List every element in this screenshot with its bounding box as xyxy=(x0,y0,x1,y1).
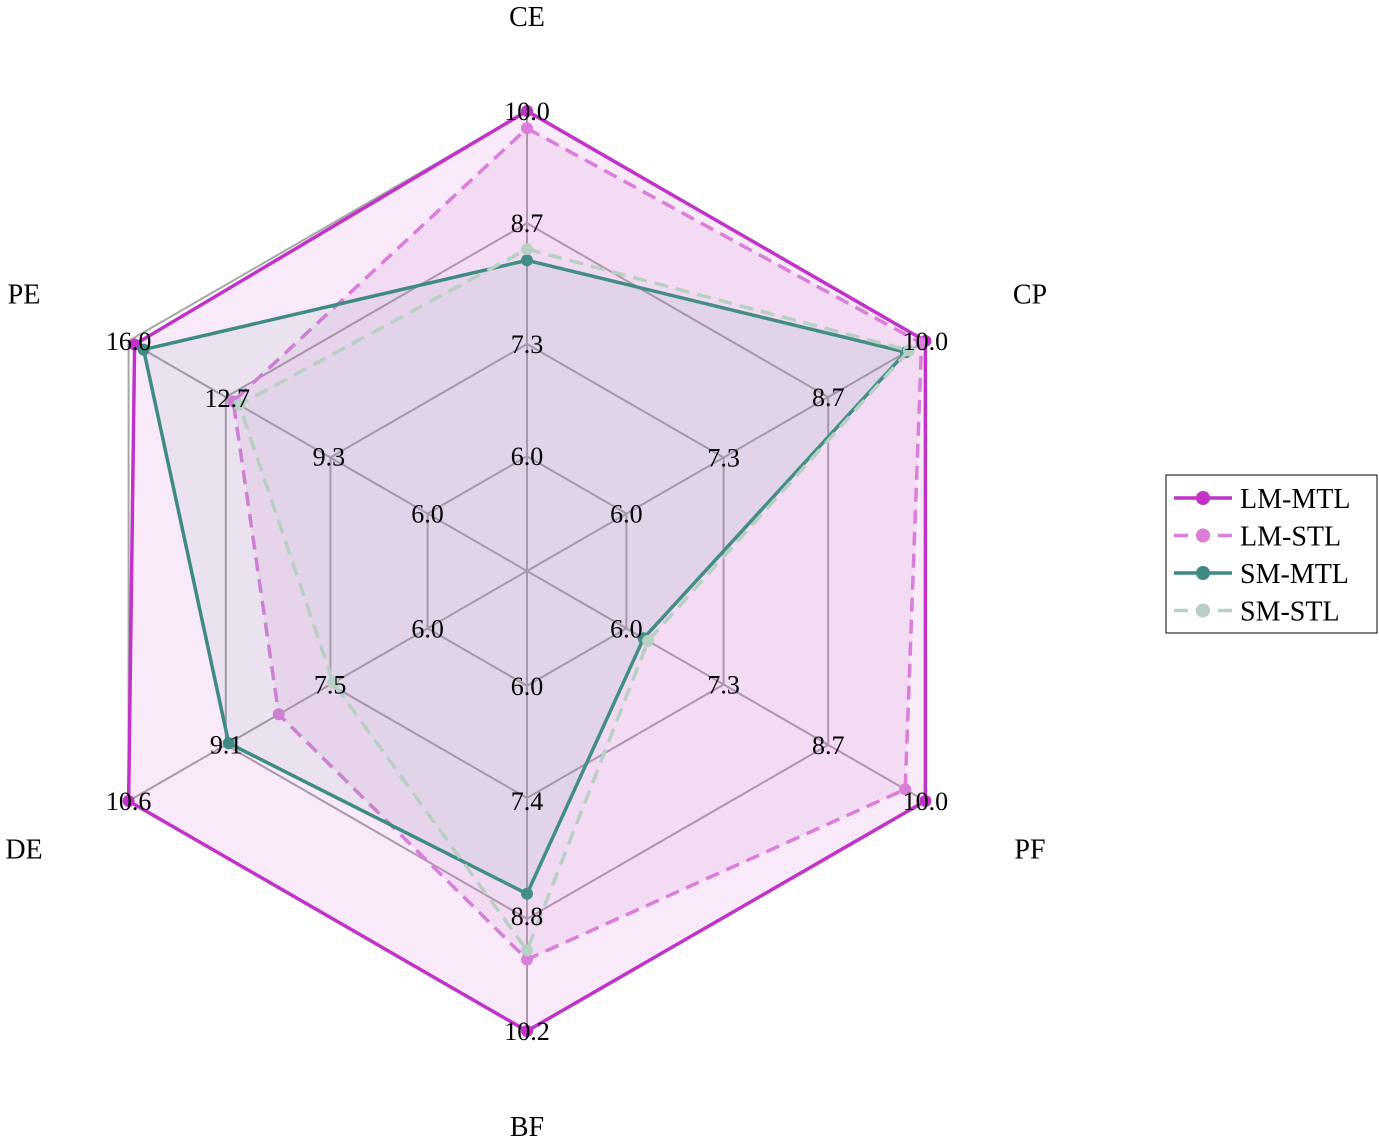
legend-label: SM-STL xyxy=(1240,597,1340,628)
data-point-sm-mtl-de xyxy=(222,737,235,750)
tick-label-ce: 8.7 xyxy=(511,209,544,238)
series-fill-sm-mtl xyxy=(143,260,906,894)
tick-label-ce: 7.3 xyxy=(511,330,544,359)
data-point-sm-stl-de xyxy=(327,676,340,689)
series-lm-stl xyxy=(227,122,928,966)
tick-label-pf: 8.7 xyxy=(812,731,845,760)
tick-label-pf: 10.0 xyxy=(903,787,949,816)
tick-label-cp: 10.0 xyxy=(903,327,949,356)
axis-spoke-cp xyxy=(526,340,926,572)
legend-label: SM-MTL xyxy=(1240,559,1349,590)
legend-label: LM-MTL xyxy=(1240,484,1350,515)
tick-label-pe: 6.0 xyxy=(411,500,444,529)
data-point-lm-stl-de xyxy=(272,708,285,721)
tick-label-de: 9.1 xyxy=(210,731,243,760)
data-point-sm-stl-pf xyxy=(642,634,655,647)
legend-swatch-marker xyxy=(1196,528,1210,543)
tick-label-de: 6.0 xyxy=(411,614,444,643)
data-point-sm-stl-bf xyxy=(521,944,533,957)
axis-title-cp: CP xyxy=(1013,280,1047,311)
axis-title-pe: PE xyxy=(8,280,41,311)
tick-label-cp: 7.3 xyxy=(707,444,740,473)
series-fill-lm-stl xyxy=(233,128,922,960)
tick-label-bf: 8.8 xyxy=(511,902,544,931)
legend-item-sm-mtl: SM-MTL xyxy=(1174,559,1349,590)
data-point-sm-mtl-ce xyxy=(521,254,533,267)
tick-labels: 6.0 7.3 8.7 10.0 6.0 7.3 8.7 10.0 6.0 7.3 8.7 10.0 6… xyxy=(106,97,948,1046)
legend: LM-MTL LM-STL SM-MTL SM-STL xyxy=(1165,474,1378,634)
axis-spoke-de xyxy=(128,570,528,802)
data-point-lm-mtl-ce xyxy=(521,105,533,117)
axis-title-de: DE xyxy=(5,835,42,866)
data-point-lm-stl-ce xyxy=(521,122,533,135)
data-point-sm-stl-ce xyxy=(521,243,533,256)
legend-swatch-marker xyxy=(1196,603,1210,618)
legend-item-lm-mtl: LM-MTL xyxy=(1174,484,1350,515)
data-point-sm-stl-pe xyxy=(233,398,246,411)
axis-titles: CE CP PF BF DE PE xyxy=(5,2,1047,1140)
data-point-lm-mtl-pf xyxy=(919,795,932,807)
data-point-lm-mtl-de xyxy=(122,795,135,807)
tick-label-ce: 6.0 xyxy=(511,442,544,471)
tick-label-bf: 10.2 xyxy=(504,1017,550,1046)
tick-label-pe: 12.7 xyxy=(204,384,250,413)
legend-item-lm-stl: LM-STL xyxy=(1174,522,1341,553)
data-point-lm-stl-cp xyxy=(915,337,928,350)
tick-label-pe: 9.3 xyxy=(313,443,346,472)
tick-label-pf: 6.0 xyxy=(610,614,643,643)
data-point-sm-stl-cp xyxy=(902,344,915,357)
legend-item-sm-stl: SM-STL xyxy=(1174,597,1340,628)
legend-label: LM-STL xyxy=(1240,522,1341,553)
legend-swatch-marker xyxy=(1196,491,1210,505)
data-point-lm-mtl-pe xyxy=(128,338,141,351)
data-point-lm-stl-bf xyxy=(521,953,533,966)
series-layer xyxy=(122,105,932,1037)
data-point-sm-mtl-bf xyxy=(521,887,533,900)
axis-title-bf: BF xyxy=(510,1112,544,1140)
tick-label-bf: 6.0 xyxy=(511,672,544,701)
tick-label-pf: 7.3 xyxy=(707,671,740,700)
axis-title-ce: CE xyxy=(509,2,545,33)
legend-swatch-marker xyxy=(1196,566,1210,580)
tick-label-de: 7.5 xyxy=(314,671,347,700)
axis-spoke-pe xyxy=(128,340,528,572)
tick-label-bf: 7.4 xyxy=(511,787,544,816)
axis-spoke-pf xyxy=(526,570,926,802)
axis-title-pf: PF xyxy=(1014,835,1045,866)
tick-label-cp: 6.0 xyxy=(610,500,643,529)
tick-label-de: 10.6 xyxy=(106,787,152,816)
series-sm-stl xyxy=(233,243,915,957)
data-point-lm-stl-pf xyxy=(899,783,912,796)
tick-label-cp: 8.7 xyxy=(812,383,845,412)
data-point-sm-mtl-pe xyxy=(137,343,150,356)
tick-label-ce: 10.0 xyxy=(504,97,550,126)
series-fill-lm-mtl xyxy=(128,111,926,1031)
data-point-lm-mtl-bf xyxy=(521,1025,533,1037)
series-fill-sm-stl xyxy=(239,249,909,951)
tick-label-pe: 16.0 xyxy=(106,327,152,356)
